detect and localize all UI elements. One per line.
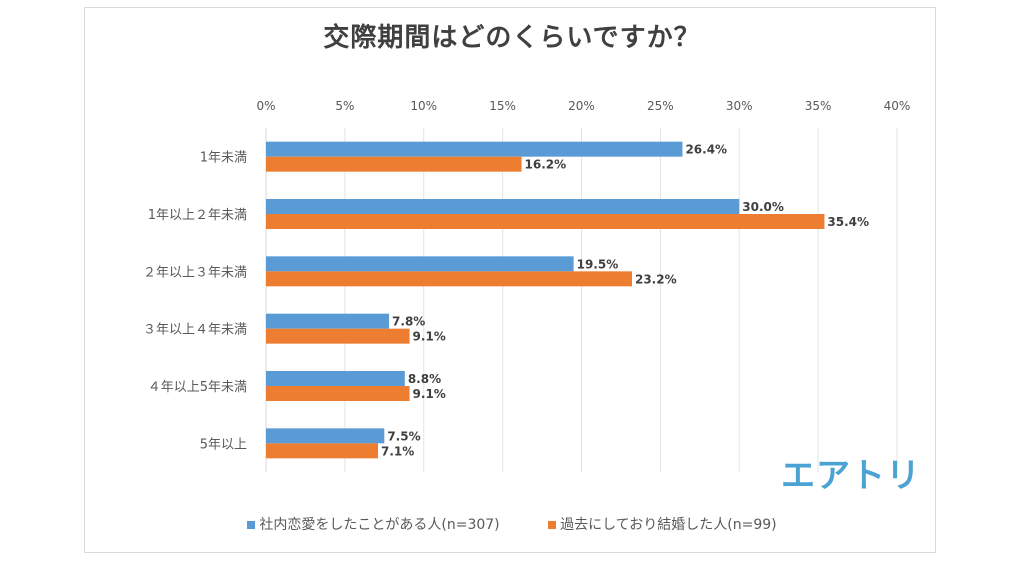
bar-blue (266, 141, 683, 157)
legend-swatch-blue (247, 521, 256, 529)
data-label: 19.5% (577, 257, 619, 271)
x-tick-label: 20% (568, 99, 595, 113)
x-tick-label: 40% (884, 99, 911, 113)
legend: 社内恋愛をしたことがある人(n=307) 過去にしており結婚した人(n=99) (0, 514, 1024, 534)
data-label: 26.4% (685, 143, 727, 157)
legend-label: 過去にしており結婚した人(n=99) (560, 517, 777, 533)
x-tick-label: 15% (489, 99, 516, 113)
category-label: ２年以上３年未満 (143, 265, 247, 280)
x-tick-label: 5% (335, 99, 354, 113)
bar-orange (266, 156, 522, 172)
data-label: 23.2% (635, 272, 677, 286)
brand-logo: エアトリ (781, 456, 921, 496)
bar-orange (266, 328, 410, 344)
chart-title: 交際期間はどのくらいですか？ (323, 23, 701, 53)
x-tick-label: 25% (647, 99, 674, 113)
legend-swatch-orange (548, 521, 557, 529)
bar-orange (266, 386, 410, 401)
category-label: 5年以上 (200, 437, 247, 452)
bar-blue (266, 428, 385, 444)
x-tick-label: 30% (726, 99, 753, 113)
data-label: 16.2% (525, 158, 567, 172)
bar-blue (266, 371, 405, 386)
data-label: 30.0% (742, 200, 784, 214)
data-label: 7.5% (387, 429, 420, 443)
data-label: 9.1% (413, 387, 446, 401)
data-label: 7.1% (381, 444, 414, 458)
bar-orange (266, 443, 379, 459)
category-label: ４年以上5年未満 (148, 380, 247, 395)
x-tick-label: 35% (805, 99, 832, 113)
category-label: 1年未満 (200, 151, 247, 166)
x-tick-label: 0% (256, 99, 275, 113)
legend-item-series-2: 過去にしており結婚した人(n=99) (548, 514, 777, 534)
legend-item-series-1: 社内恋愛をしたことがある人(n=307) (247, 514, 500, 534)
bar-blue (266, 313, 390, 329)
bar-orange (266, 271, 632, 287)
bar-blue (266, 199, 740, 214)
category-label: 1年以上２年未満 (148, 208, 247, 223)
category-label: ３年以上４年未満 (143, 323, 247, 338)
data-label: 9.1% (413, 330, 446, 344)
bar-orange (266, 214, 825, 229)
x-tick-label: 10% (410, 99, 437, 113)
legend-label: 社内恋愛をしたことがある人(n=307) (259, 517, 500, 533)
data-label: 7.8% (392, 315, 425, 329)
bar-blue (266, 256, 574, 272)
data-label: 35.4% (827, 215, 869, 229)
data-label: 8.8% (408, 372, 441, 386)
